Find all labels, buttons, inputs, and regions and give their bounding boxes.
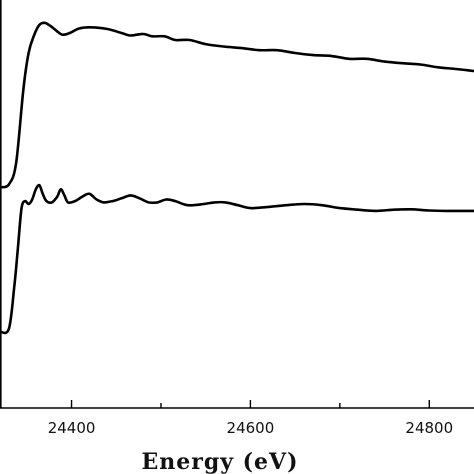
- x-axis-title: Energy (eV): [141, 449, 298, 474]
- spectrum-line-2: [0, 183, 474, 335]
- series-layer: [0, 21, 474, 335]
- x-tick-label: 24400: [48, 419, 96, 437]
- spectrum-line-1: [0, 21, 474, 189]
- x-tick-label: 24600: [227, 419, 275, 437]
- x-tick-layer: 24400 24600 24800: [48, 400, 453, 437]
- x-tick-label: 24800: [405, 419, 453, 437]
